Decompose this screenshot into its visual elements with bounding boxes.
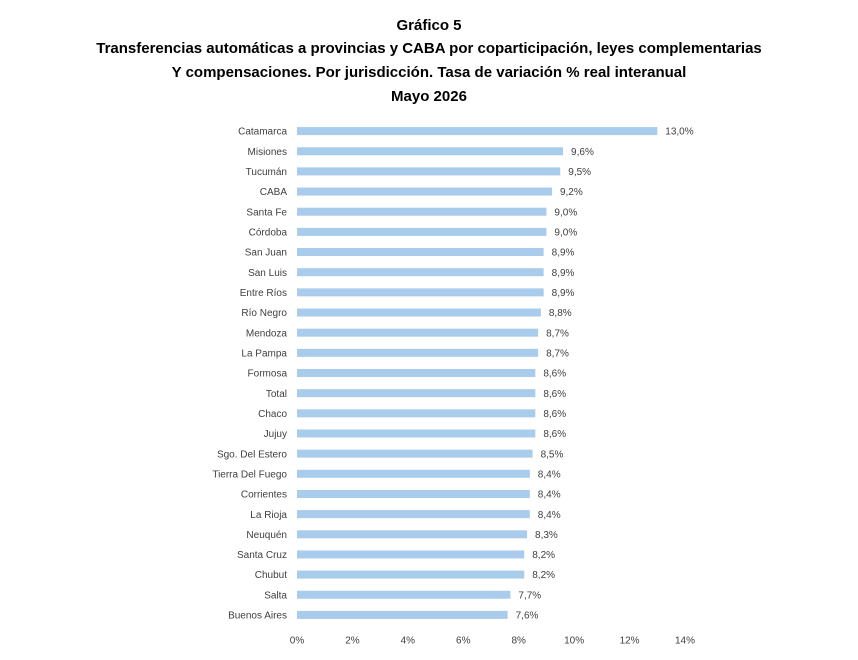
bar xyxy=(297,187,552,196)
y-tick-label: Salta xyxy=(264,590,287,601)
y-tick-label: Jujuy xyxy=(264,429,287,440)
x-tick-label: 0% xyxy=(290,636,305,647)
value-label: 8,8% xyxy=(549,308,572,319)
value-label: 8,6% xyxy=(543,429,566,440)
x-tick-label: 10% xyxy=(564,636,584,647)
y-tick-label: Catamarca xyxy=(238,127,287,138)
x-tick-label: 8% xyxy=(511,636,526,647)
bar xyxy=(297,429,536,438)
y-tick-label: San Luis xyxy=(248,268,287,279)
value-label: 8,6% xyxy=(543,369,566,380)
chart-subtitle: Mayo 2026 xyxy=(391,88,467,105)
y-tick-label: Entre Ríos xyxy=(240,288,287,299)
value-label: 8,4% xyxy=(538,490,561,501)
bar xyxy=(297,127,658,136)
bar xyxy=(297,207,547,216)
y-tick-label: Formosa xyxy=(248,369,288,380)
x-tick-label: 12% xyxy=(620,636,640,647)
value-label: 8,9% xyxy=(552,248,575,259)
bar xyxy=(297,590,511,599)
y-tick-label: La Pampa xyxy=(241,348,287,359)
value-label: 8,2% xyxy=(532,570,555,581)
value-label: 7,6% xyxy=(516,611,539,622)
bar xyxy=(297,550,525,559)
y-tick-label: Chaco xyxy=(258,409,287,420)
chart-subtitle: Transferencias automáticas a provincias … xyxy=(96,40,762,57)
value-label: 8,2% xyxy=(532,550,555,561)
y-tick-label: Neuquén xyxy=(246,530,287,541)
chart-title: Gráfico 5 xyxy=(396,17,461,34)
bar xyxy=(297,530,528,539)
value-label: 13,0% xyxy=(665,127,693,138)
value-label: 7,7% xyxy=(518,590,541,601)
value-label: 8,6% xyxy=(543,389,566,400)
x-tick-label: 2% xyxy=(345,636,360,647)
bar xyxy=(297,610,508,619)
y-tick-label: Río Negro xyxy=(241,308,287,319)
chart-subtitle: Y compensaciones. Por jurisdicción. Tasa… xyxy=(172,64,687,81)
y-tick-label: Córdoba xyxy=(249,228,288,239)
y-tick-label: San Juan xyxy=(245,248,287,259)
value-label: 8,5% xyxy=(541,449,564,460)
value-label: 8,9% xyxy=(552,268,575,279)
value-label: 8,9% xyxy=(552,288,575,299)
y-tick-label: Tucumán xyxy=(246,167,287,178)
value-label: 9,0% xyxy=(554,207,577,218)
value-label: 8,3% xyxy=(535,530,558,541)
x-tick-label: 6% xyxy=(456,636,471,647)
bar xyxy=(297,369,536,377)
bar xyxy=(297,147,564,156)
y-tick-label: Tierra Del Fuego xyxy=(212,469,287,480)
bar xyxy=(297,308,541,317)
y-tick-label: CABA xyxy=(260,187,288,198)
bar xyxy=(297,389,536,398)
y-tick-label: Santa Fe xyxy=(246,207,287,218)
y-tick-label: Total xyxy=(266,389,287,400)
bar xyxy=(297,348,539,357)
value-label: 9,2% xyxy=(560,187,583,198)
y-tick-label: Misiones xyxy=(248,147,287,158)
bar xyxy=(297,409,536,418)
y-tick-label: Buenos Aires xyxy=(228,611,287,622)
value-label: 9,5% xyxy=(568,167,591,178)
bar xyxy=(297,510,530,519)
y-tick-label: La Rioja xyxy=(250,510,287,521)
y-tick-label: Sgo. Del Estero xyxy=(217,449,287,460)
bar xyxy=(297,570,525,579)
y-tick-label: Santa Cruz xyxy=(237,550,287,561)
value-label: 8,7% xyxy=(546,328,569,339)
value-label: 9,6% xyxy=(571,147,594,158)
y-tick-label: Chubut xyxy=(255,570,287,581)
bar xyxy=(297,227,547,236)
bar xyxy=(297,248,544,257)
x-tick-label: 14% xyxy=(675,636,695,647)
y-tick-label: Corrientes xyxy=(241,490,287,501)
bar xyxy=(297,489,530,498)
bar xyxy=(297,469,530,478)
bar xyxy=(297,167,561,176)
value-label: 8,7% xyxy=(546,348,569,359)
value-label: 9,0% xyxy=(554,228,577,239)
value-label: 8,4% xyxy=(538,510,561,521)
bar xyxy=(297,288,544,297)
bar xyxy=(297,328,539,337)
value-label: 8,6% xyxy=(543,409,566,420)
bar xyxy=(297,268,544,277)
y-tick-label: Mendoza xyxy=(246,328,288,339)
bar xyxy=(297,449,533,458)
x-tick-label: 4% xyxy=(401,636,416,647)
value-label: 8,4% xyxy=(538,469,561,480)
